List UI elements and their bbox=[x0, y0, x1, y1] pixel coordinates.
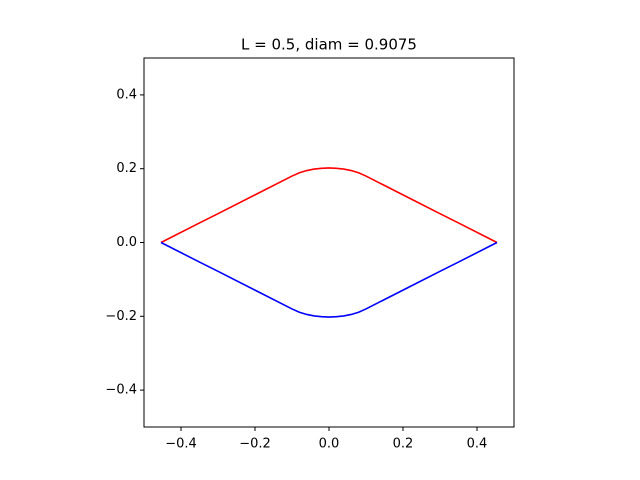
x-tick-label: −0.4 bbox=[165, 437, 197, 452]
plot-frame bbox=[143, 57, 515, 428]
series-line bbox=[160, 241, 498, 318]
y-tick-label: −0.2 bbox=[105, 309, 137, 324]
series-line bbox=[160, 167, 498, 244]
y-tick-label: −0.4 bbox=[105, 383, 137, 398]
x-tick-label: 0.4 bbox=[467, 437, 488, 452]
y-tick-label: 0.0 bbox=[116, 235, 137, 250]
x-tick-label: 0.0 bbox=[319, 437, 340, 452]
x-tick-label: 0.2 bbox=[393, 437, 414, 452]
x-tick-label: −0.2 bbox=[239, 437, 271, 452]
y-tick-label: 0.2 bbox=[116, 161, 137, 176]
chart-title: L = 0.5, diam = 0.9075 bbox=[241, 36, 417, 54]
y-tick-label: 0.4 bbox=[116, 87, 137, 102]
